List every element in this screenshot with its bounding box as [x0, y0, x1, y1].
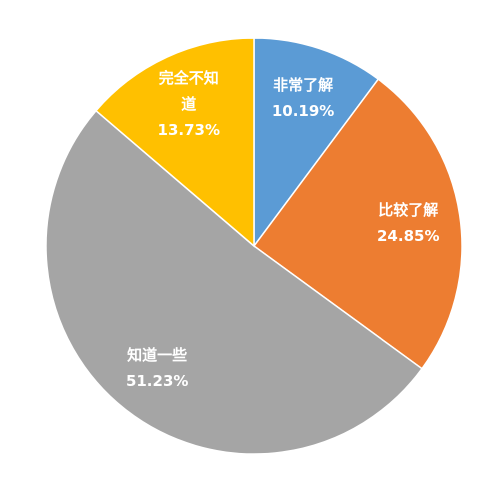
- slice-label: 比较了解 24.85%: [372, 197, 444, 249]
- category-label: 比较了解: [378, 200, 439, 219]
- pie-slice: [252, 78, 463, 370]
- pie-slice: [253, 37, 380, 249]
- pie-slice: [94, 37, 255, 248]
- category-label: 完全不知道: [158, 69, 219, 114]
- slice-label: 知道一些 51.23%: [121, 342, 193, 394]
- value-label: 51.23%: [125, 372, 189, 391]
- value-label: 10.19%: [271, 101, 335, 120]
- value-label: 24.85%: [377, 226, 440, 245]
- category-label: 非常了解: [273, 75, 334, 94]
- slice-label: 非常了解 10.19%: [267, 72, 339, 124]
- pie-slice: [45, 109, 424, 455]
- category-label: 知道一些: [127, 346, 188, 365]
- slice-label: 完全不知道 13.73%: [153, 65, 225, 143]
- value-label: 13.73%: [157, 121, 220, 140]
